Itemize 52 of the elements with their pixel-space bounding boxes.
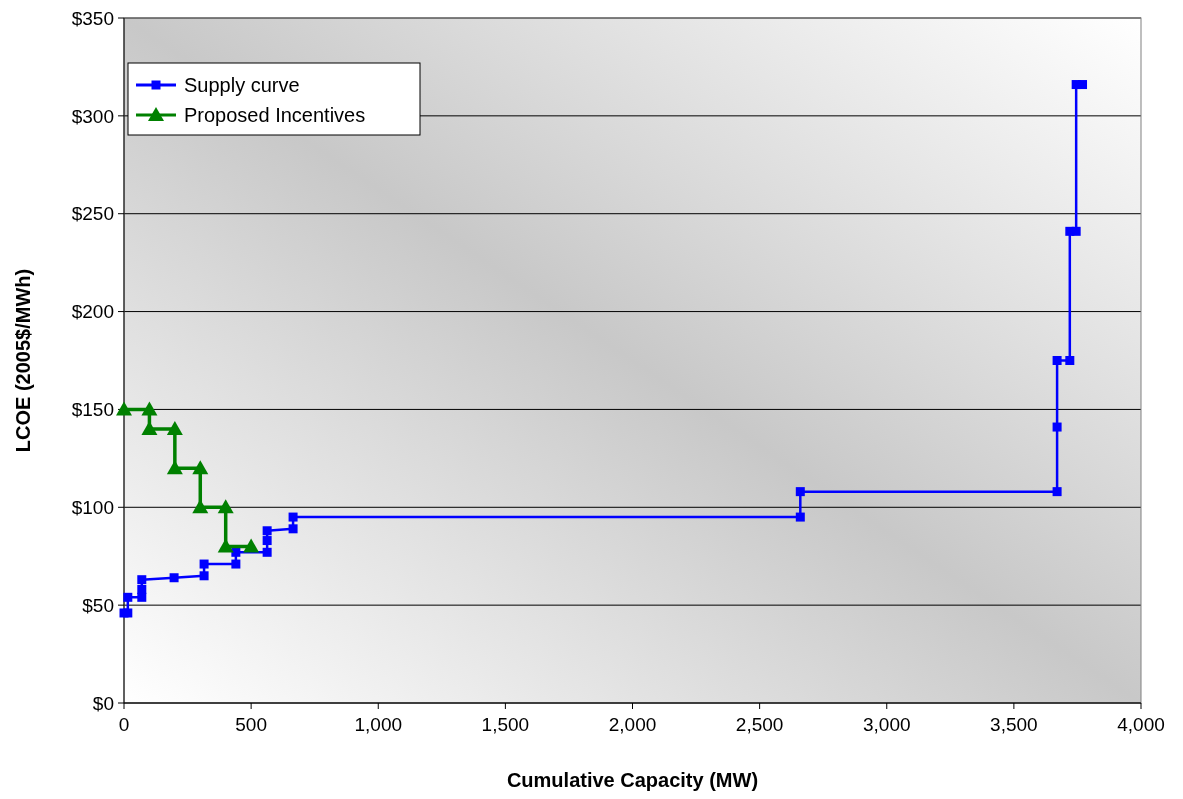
y-tick-label: $0	[92, 692, 114, 714]
point	[137, 575, 147, 585]
y-tick-label: $300	[71, 105, 114, 127]
point	[262, 526, 272, 536]
point	[262, 547, 272, 557]
x-tick-label: 3,000	[862, 714, 911, 735]
x-tick-label: 0	[118, 714, 130, 735]
point	[231, 547, 241, 557]
point	[217, 499, 234, 514]
point	[141, 421, 158, 435]
point	[795, 512, 805, 522]
point	[123, 608, 133, 618]
point	[1052, 422, 1062, 432]
x-tick-label: 3,500	[990, 714, 1038, 735]
point	[137, 584, 147, 594]
point	[1052, 487, 1062, 497]
x-tick-label: 2,500	[735, 714, 784, 735]
point	[1078, 80, 1088, 90]
point	[169, 573, 179, 583]
point	[192, 460, 209, 475]
point	[166, 460, 183, 475]
point	[1052, 356, 1062, 365]
x-tick-label: 500	[235, 714, 267, 735]
x-tick-label: 1,000	[354, 714, 403, 735]
point	[141, 401, 158, 416]
point	[243, 538, 260, 553]
y-axis-title: LCOE (2005$/MWh)	[12, 268, 34, 453]
y-tick-label: $50	[82, 594, 114, 616]
point	[123, 592, 133, 602]
point	[199, 571, 209, 581]
point	[192, 499, 209, 514]
x-tick-label: 1,500	[481, 714, 530, 735]
y-tick-label: $350	[71, 7, 114, 29]
legend-label: Supply curve	[184, 74, 300, 96]
point	[262, 536, 272, 546]
y-tick-label: $200	[71, 301, 114, 323]
x-axis-title: Cumulative Capacity (MW)	[506, 769, 759, 791]
legend-label: Proposed Incentives	[184, 104, 366, 126]
y-tick-label: $150	[71, 399, 114, 421]
point	[116, 401, 132, 416]
point	[166, 421, 183, 435]
point	[1071, 226, 1081, 236]
point	[199, 559, 209, 569]
x-tick-label: 2,000	[608, 714, 657, 735]
x-tick-label: 4,000	[1117, 714, 1165, 735]
point	[288, 512, 298, 522]
point	[231, 559, 241, 569]
point	[795, 487, 805, 497]
point	[1065, 356, 1075, 365]
point	[288, 524, 298, 534]
y-tick-label: $250	[71, 203, 114, 225]
y-tick-label: $100	[71, 496, 114, 518]
